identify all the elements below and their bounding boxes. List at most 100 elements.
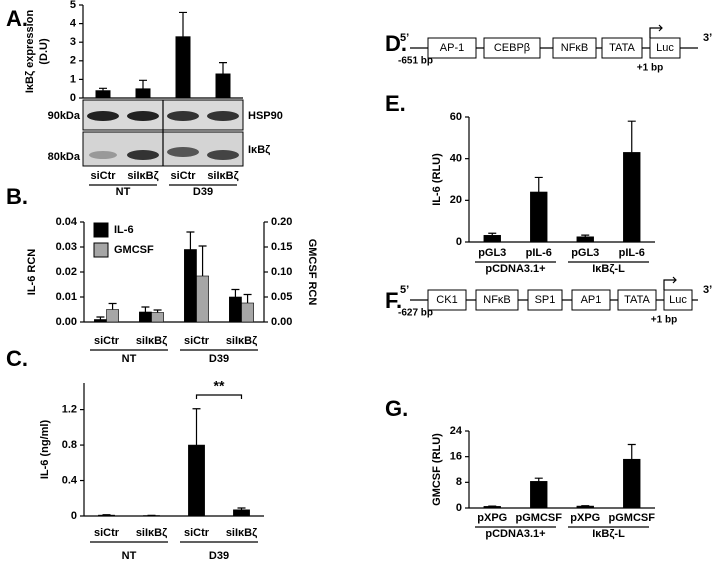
element-label: Luc bbox=[669, 294, 687, 306]
element-label: TATA bbox=[609, 42, 635, 54]
group-label: D39 bbox=[209, 550, 229, 562]
promoter-element bbox=[527, 289, 563, 311]
error-bar bbox=[219, 62, 227, 74]
promoter-element bbox=[483, 37, 541, 59]
blot-size: 90kDa bbox=[48, 110, 81, 122]
bar bbox=[139, 311, 152, 323]
x-tick-label: siCtr bbox=[94, 527, 120, 539]
panel-label: E. bbox=[385, 91, 406, 116]
x-tick-label: siCtr bbox=[94, 335, 120, 347]
y-tick-label: 16 bbox=[450, 451, 462, 463]
element-label: SP1 bbox=[535, 294, 556, 306]
blot-band bbox=[167, 111, 199, 121]
y2-tick-label: 0.15 bbox=[271, 241, 292, 253]
five-prime: 5’ bbox=[400, 32, 409, 44]
blot-name: IκBζ bbox=[248, 144, 270, 156]
tss-arrow bbox=[663, 276, 677, 290]
x-tick-label: siCtr bbox=[184, 335, 210, 347]
blot-band bbox=[167, 147, 199, 157]
bar bbox=[196, 275, 209, 323]
error-bar bbox=[141, 306, 150, 312]
error-bar bbox=[96, 316, 105, 320]
error-bar bbox=[179, 11, 187, 37]
three-prime: 3’ bbox=[703, 284, 712, 296]
promoter-element bbox=[427, 37, 477, 59]
blot-band bbox=[207, 111, 239, 121]
y-tick-label: 60 bbox=[450, 111, 462, 123]
promoter-element bbox=[649, 37, 681, 59]
group-label: D39 bbox=[193, 186, 213, 198]
annotation: ** bbox=[214, 378, 225, 394]
y-tick-label: 0 bbox=[71, 510, 77, 522]
x-tick-label: siIκBζ bbox=[127, 170, 158, 182]
x-tick-label: pGMCSF bbox=[516, 512, 563, 524]
promoter-element bbox=[475, 289, 519, 311]
start-position: -651 bp bbox=[398, 56, 433, 67]
y-axis-title: IL-6 (ng/ml) bbox=[39, 420, 51, 480]
error-bar bbox=[488, 232, 497, 236]
start-position: -627 bp bbox=[398, 308, 433, 319]
bar bbox=[175, 36, 191, 99]
error-bar bbox=[237, 507, 246, 510]
x-tick-label: pXPG bbox=[477, 512, 507, 524]
bar bbox=[530, 191, 548, 243]
western-blot: 90kDa HSP90 80kDa IκBζ bbox=[48, 99, 283, 167]
error-bar bbox=[231, 288, 240, 297]
blot-name: HSP90 bbox=[248, 110, 283, 122]
element-label: TATA bbox=[624, 294, 650, 306]
blot-band bbox=[89, 151, 117, 159]
y-tick-label: 5 bbox=[70, 0, 76, 11]
error-bar bbox=[627, 443, 636, 460]
legend-label: GMCSF bbox=[114, 244, 154, 256]
blot-band bbox=[207, 150, 239, 160]
group-label: NT bbox=[116, 186, 131, 198]
bar bbox=[483, 235, 501, 243]
x-tick-label: siCtr bbox=[170, 170, 196, 182]
x-tick-label: siIκBζ bbox=[226, 527, 257, 539]
blot-band bbox=[127, 111, 159, 121]
error-bar bbox=[108, 302, 117, 310]
element-label: CEBPβ bbox=[494, 42, 530, 54]
x-tick-label: pGL3 bbox=[571, 247, 599, 259]
panel-label: D. bbox=[385, 31, 407, 56]
five-prime: 5’ bbox=[400, 284, 409, 296]
x-tick-label: pIL-6 bbox=[526, 247, 552, 259]
x-tick-label: siIκBζ bbox=[136, 335, 167, 347]
x-tick-label: siCtr bbox=[184, 527, 210, 539]
y2-axis-title: GMCSF RCN bbox=[306, 239, 318, 306]
promoter-element bbox=[663, 289, 693, 311]
blot-band bbox=[87, 111, 119, 121]
panel-label: F. bbox=[385, 288, 402, 313]
error-bar bbox=[186, 231, 195, 250]
element-label: NFκB bbox=[483, 294, 511, 306]
x-tick-label: pXPG bbox=[570, 512, 600, 524]
legend-swatch bbox=[93, 242, 109, 258]
error-bar bbox=[153, 309, 162, 313]
error-bar bbox=[534, 477, 543, 482]
bar bbox=[106, 309, 119, 323]
y-tick-label: 0.01 bbox=[56, 291, 77, 303]
y2-tick-label: 0.20 bbox=[271, 216, 292, 228]
panel-label: C. bbox=[6, 346, 28, 371]
legend-label: IL-6 bbox=[114, 224, 134, 236]
legend-swatch bbox=[93, 222, 109, 238]
end-position: +1 bp bbox=[651, 315, 677, 326]
group-label: NT bbox=[122, 353, 137, 365]
error-bar bbox=[534, 176, 543, 192]
y-tick-label: 2 bbox=[70, 55, 76, 67]
y-tick-label: 4 bbox=[70, 18, 77, 30]
promoter-element bbox=[601, 37, 643, 59]
error-bar bbox=[581, 234, 590, 237]
bar bbox=[233, 509, 250, 517]
y-tick-label: 0.03 bbox=[56, 241, 77, 253]
y-tick-label: 0.02 bbox=[56, 266, 77, 278]
x-tick-label: pGMCSF bbox=[609, 512, 656, 524]
x-tick-label: siIκBζ bbox=[207, 170, 238, 182]
y-tick-label: 0 bbox=[456, 502, 462, 514]
y-tick-label: 0 bbox=[456, 236, 462, 248]
y-tick-label: 0.4 bbox=[62, 474, 78, 486]
y-tick-label: 0.8 bbox=[62, 439, 77, 451]
significance-bracket bbox=[195, 394, 243, 399]
y-axis-title: IκBζ expression bbox=[24, 10, 36, 94]
bar bbox=[576, 505, 594, 509]
